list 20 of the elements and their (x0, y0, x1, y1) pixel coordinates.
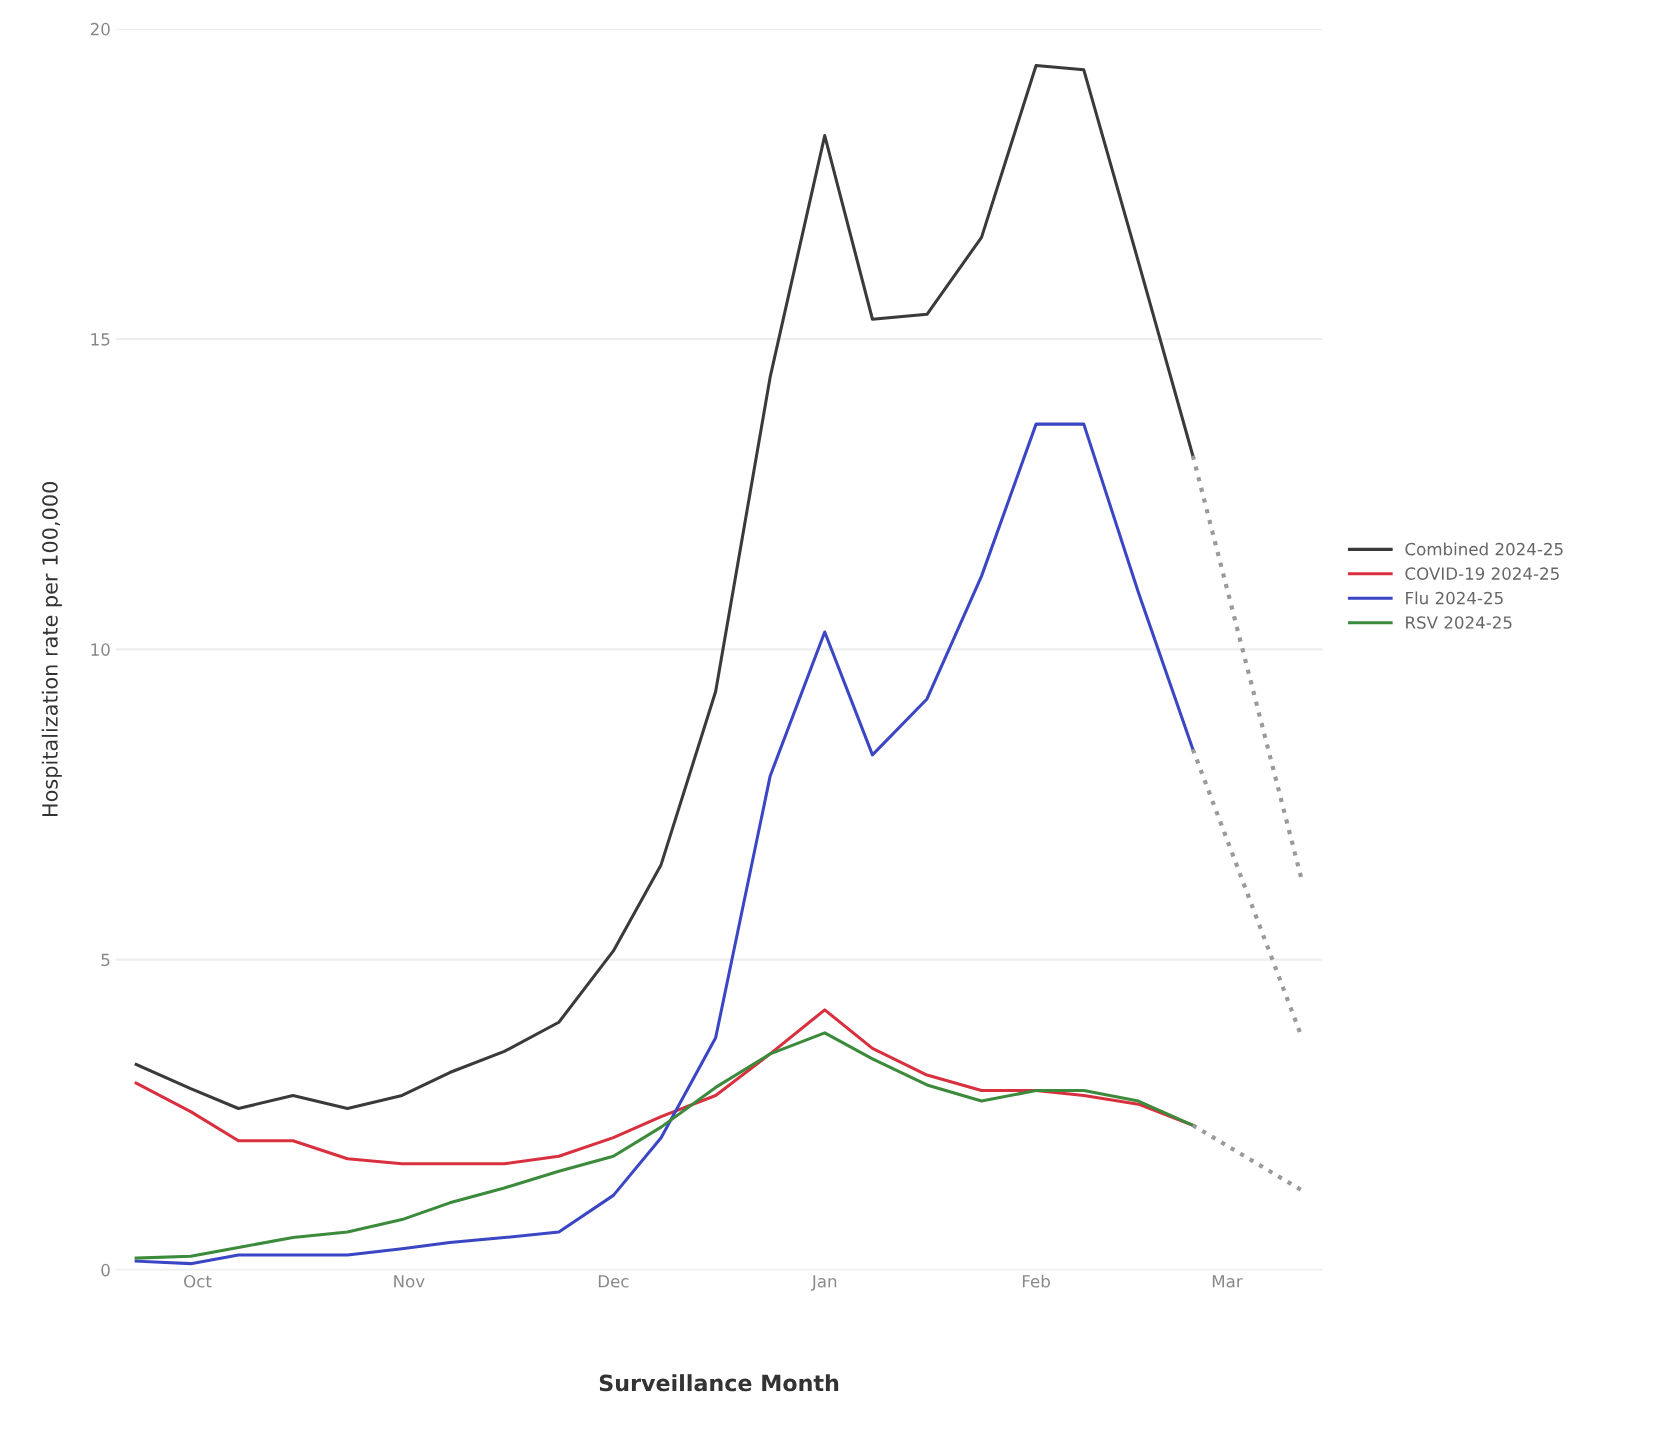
x-axis-title: Surveillance Month (599, 1374, 839, 1392)
legend-label: Combined 2024-25 (1405, 542, 1563, 556)
line-series (134, 1031, 1195, 1260)
y-tick-label: 20 (90, 22, 110, 36)
x-tick-label: Oct (184, 1275, 212, 1288)
legend-label: COVID-19 2024-25 (1405, 567, 1559, 580)
line-series (134, 422, 1195, 1266)
legend-label: Flu 2024-25 (1406, 591, 1503, 605)
y-axis-title: Hospitalization rate per 100,000 (41, 482, 62, 816)
x-tick-label: Feb (1022, 1274, 1050, 1288)
y-tick-label: 10 (91, 643, 110, 656)
legend-label: RSV 2024-25 (1406, 616, 1512, 629)
x-tick-label: Mar (1212, 1275, 1243, 1288)
y-tick-label: 15 (91, 333, 110, 346)
y-tick-label: 0 (101, 1263, 110, 1277)
x-tick-label: Jan (811, 1275, 837, 1291)
line-series (134, 63, 1195, 1111)
x-tick-label: Nov (394, 1275, 425, 1288)
y-tick-label: 5 (101, 953, 110, 967)
x-tick-label: Dec (598, 1275, 629, 1288)
